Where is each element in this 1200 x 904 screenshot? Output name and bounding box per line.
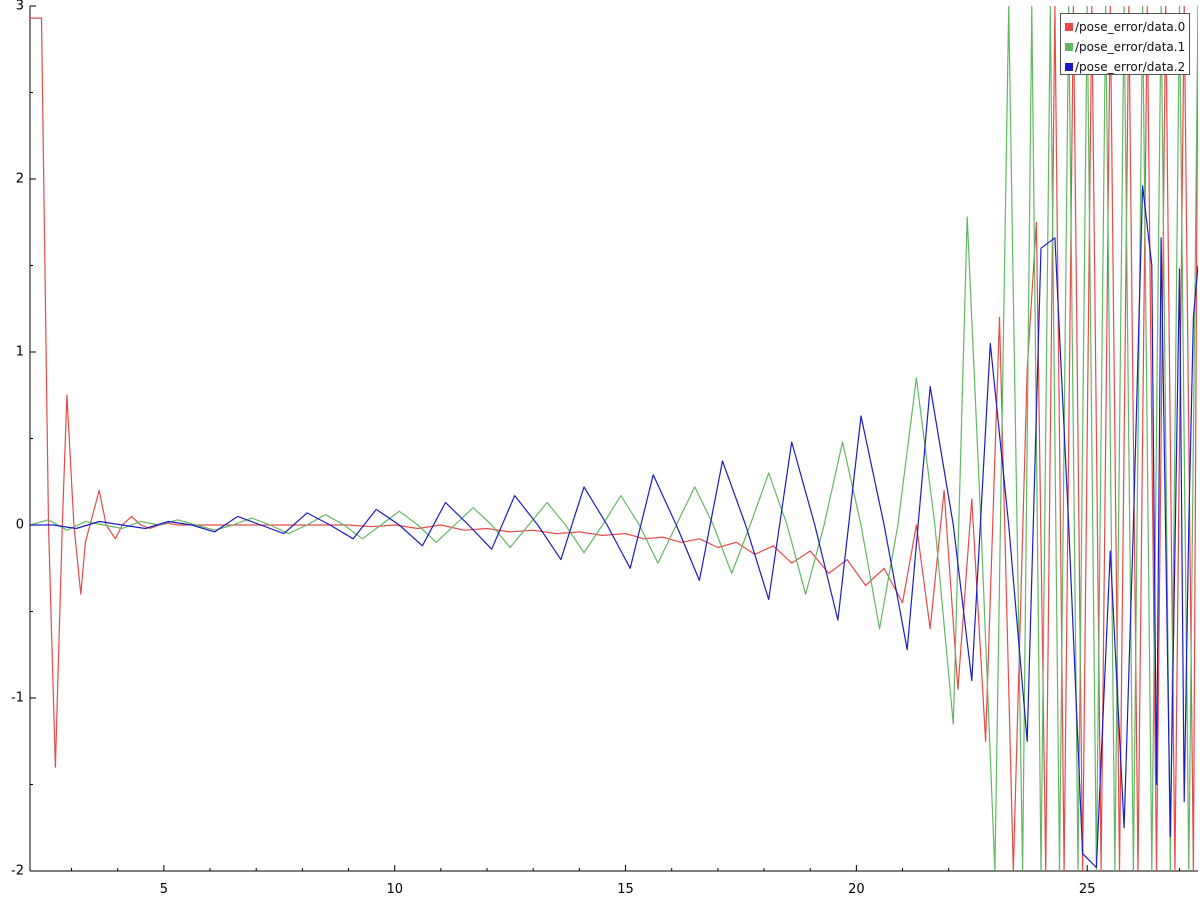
legend-item: /pose_error/data.1	[1065, 37, 1189, 57]
legend-swatch	[1065, 23, 1073, 31]
x-axis: 5 10 15 20 25	[30, 865, 1198, 897]
y-tick-label: 2	[16, 172, 24, 187]
x-tick-label: 5	[160, 882, 168, 897]
x-tick-label: 25	[1079, 882, 1096, 897]
legend: /pose_error/data.0 /pose_error/data.1 /p…	[1060, 13, 1190, 75]
x-tick-label: 20	[848, 882, 865, 897]
y-tick-label: -2	[11, 864, 24, 879]
legend-item: /pose_error/data.0	[1065, 17, 1189, 37]
series-line-1	[30, 6, 1198, 871]
x-tick-label: 15	[617, 882, 634, 897]
y-axis: -2 -1 0 1 2 3	[11, 0, 36, 879]
y-tick-label: -1	[11, 691, 24, 706]
legend-label: /pose_error/data.2	[1075, 60, 1186, 74]
y-tick-label: 3	[16, 0, 24, 14]
legend-item: /pose_error/data.2	[1065, 57, 1189, 77]
series-layer	[30, 6, 1198, 871]
y-tick-label: 0	[16, 518, 24, 533]
x-tick-label: 10	[386, 882, 403, 897]
y-tick-label: 1	[16, 345, 24, 360]
legend-label: /pose_error/data.1	[1075, 40, 1186, 54]
legend-swatch	[1065, 43, 1073, 51]
series-line-0	[30, 6, 1198, 871]
series-line-2	[30, 185, 1198, 869]
legend-swatch	[1065, 63, 1073, 71]
legend-label: /pose_error/data.0	[1075, 20, 1186, 34]
